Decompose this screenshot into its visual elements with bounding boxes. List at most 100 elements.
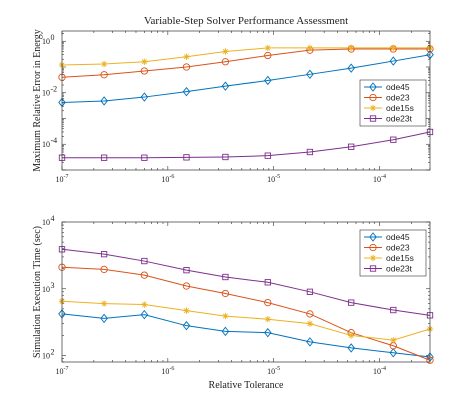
legend-label-ode23: ode23: [386, 243, 410, 253]
data-point-ode23t: [183, 154, 190, 161]
x-tick-label: 10-5: [267, 366, 280, 376]
data-point-ode45: [182, 320, 191, 331]
data-point-ode23: [100, 265, 108, 274]
data-point-ode15s: [390, 44, 397, 52]
data-point-ode15s: [347, 44, 355, 52]
x-tick-label: 10-4: [373, 174, 386, 184]
data-point-ode45: [306, 337, 314, 347]
data-point-ode23: [264, 51, 272, 60]
y-axis-label: Simulation Execution Time (sec): [32, 226, 43, 358]
data-point-ode15s: [141, 58, 148, 65]
series-group: [58, 246, 434, 364]
series-line-ode23: [61, 48, 430, 78]
data-point-ode45: [100, 313, 108, 324]
data-point-ode23t: [222, 153, 229, 161]
series-line-ode15s: [61, 47, 430, 66]
y-tick-label: 10: [42, 218, 50, 227]
y-tick-exponent: -2: [51, 85, 58, 94]
legend-marker-ode23t: [369, 265, 377, 272]
x-tick-exponent: -6: [169, 366, 174, 372]
data-point-ode15s: [264, 316, 271, 323]
legend-label-ode23t: ode23t: [386, 114, 413, 124]
data-point-ode23t: [348, 143, 355, 150]
x-tick-exponent: -4: [381, 366, 386, 372]
data-point-ode23t: [264, 152, 271, 159]
data-point-ode23: [221, 289, 230, 298]
data-point-ode23t: [100, 154, 108, 161]
data-point-ode15s: [306, 44, 314, 52]
data-point-ode23t: [348, 299, 355, 306]
data-point-ode45: [306, 69, 314, 80]
x-tick-exponent: -5: [275, 366, 280, 372]
series-line-ode45: [61, 313, 431, 358]
x-axis-label: Relative Tolerance: [209, 380, 284, 391]
legend-label-ode15s: ode15s: [386, 103, 414, 113]
data-point-ode15s: [183, 53, 190, 60]
data-point-ode23t: [100, 250, 108, 258]
data-point-ode23t: [141, 154, 148, 161]
data-point-ode45: [264, 327, 272, 338]
y-tick-label: 10: [42, 89, 50, 98]
y-axis-label: Maximum Relative Error in Energy: [32, 29, 43, 172]
data-point-ode45: [347, 63, 355, 73]
series-line-ode23: [61, 266, 431, 361]
data-point-ode15s: [100, 60, 108, 68]
data-point-ode23: [140, 271, 149, 279]
legend-label-ode15s: ode15s: [386, 253, 414, 263]
y-tick-exponent: 0: [51, 33, 55, 42]
data-point-ode15s: [264, 44, 271, 52]
data-point-ode45: [389, 56, 398, 66]
data-point-ode23: [140, 67, 149, 75]
x-tick-label: 10-4: [373, 366, 386, 376]
x-tick-exponent: -4: [381, 174, 386, 180]
x-tick-exponent: -7: [64, 366, 69, 372]
legend-marker-ode15s: [369, 104, 377, 112]
data-point-ode45: [264, 75, 272, 86]
y-tick-label: 10: [42, 285, 50, 294]
legend-label-ode45: ode45: [386, 82, 410, 92]
data-point-ode45: [140, 92, 149, 102]
data-point-ode23: [182, 63, 191, 71]
data-point-ode45: [221, 81, 230, 91]
data-point-ode23: [306, 310, 314, 318]
legend-marker-ode45: [369, 232, 377, 242]
chart-title: Variable-Step Solver Performance Assessm…: [144, 15, 348, 27]
y-tick-label: 10: [42, 37, 50, 46]
data-point-ode23: [100, 71, 108, 79]
x-tick-exponent: -7: [64, 174, 69, 180]
data-point-ode23t: [306, 288, 314, 295]
data-point-ode23t: [141, 257, 148, 265]
data-point-ode23: [182, 282, 191, 290]
legend-marker-ode23: [369, 93, 377, 102]
y-tick-label: 10: [42, 140, 50, 149]
data-point-ode23: [221, 58, 230, 66]
y-tick-label: 10: [42, 352, 50, 361]
data-point-ode23t: [390, 136, 397, 143]
data-point-ode45: [182, 86, 191, 97]
legend-marker-ode23: [369, 243, 377, 252]
series-line-ode23t: [61, 248, 431, 316]
series-line-ode15s: [61, 300, 431, 341]
x-tick-exponent: -5: [275, 174, 280, 180]
y-tick-exponent: 3: [51, 281, 55, 290]
data-point-ode23t: [306, 148, 314, 156]
data-point-ode15s: [306, 320, 314, 327]
x-tick-label: 10-6: [161, 174, 174, 184]
data-point-ode45: [221, 326, 230, 337]
legend-marker-ode45: [369, 82, 377, 92]
data-point-ode15s: [141, 301, 148, 308]
data-point-ode45: [100, 96, 108, 106]
data-point-ode15s: [390, 336, 397, 344]
legend-marker-ode15s: [369, 254, 377, 262]
data-point-ode45: [347, 343, 355, 353]
x-tick-exponent: -6: [169, 174, 174, 180]
axes-frame: [61, 30, 431, 171]
data-point-ode23t: [183, 267, 190, 274]
axes-frame: [61, 221, 431, 363]
data-point-ode15s: [222, 312, 229, 320]
x-tick-label: 10-6: [161, 366, 174, 376]
legend-label-ode23t: ode23t: [386, 264, 413, 274]
x-tick-label: 10-5: [267, 174, 280, 184]
